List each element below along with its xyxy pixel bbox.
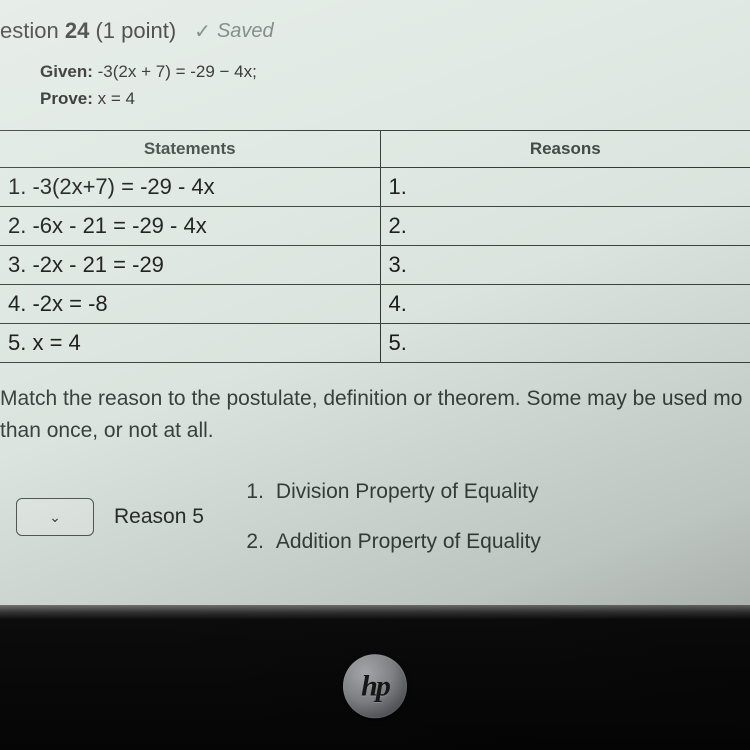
proof-table: Statements Reasons 1. -3(2x+7) = -29 - 4… — [0, 130, 750, 363]
chevron-down-icon: ⌄ — [49, 509, 61, 526]
reason-cell: 1. — [380, 168, 750, 207]
bezel-rim — [0, 605, 750, 619]
matching-area: ⌄ Reason 5 1. Division Property of Equal… — [0, 446, 750, 580]
option-number: 2. — [244, 530, 264, 554]
table-row: 2. -6x - 21 = -29 - 4x 2. — [0, 207, 750, 246]
question-number: 24 — [65, 18, 89, 43]
saved-label: Saved — [217, 20, 274, 43]
prove-expression: x = 4 — [98, 89, 135, 108]
given-expression: -3(2x + 7) = -29 − 4x; — [98, 62, 257, 81]
saved-indicator: ✓ Saved — [194, 19, 273, 44]
question-title: estion 24 (1 point) — [0, 18, 176, 44]
answer-options: 1. Division Property of Equality 2. Addi… — [244, 480, 742, 580]
statement-cell: 4. -2x = -8 — [0, 285, 380, 324]
reason-cell: 4. — [380, 285, 750, 324]
hp-logo-text: hp — [361, 669, 389, 703]
statement-cell: 1. -3(2x+7) = -29 - 4x — [0, 168, 380, 207]
table-row: 5. x = 4 5. — [0, 324, 750, 363]
table-row: 3. -2x - 21 = -29 3. — [0, 246, 750, 285]
reason-cell: 3. — [380, 246, 750, 285]
quiz-content: estion 24 (1 point) ✓ Saved Given: -3(2x… — [0, 0, 750, 580]
given-label: Given: — [40, 62, 93, 81]
hp-logo: hp — [343, 654, 407, 718]
given-line: Given: -3(2x + 7) = -29 − 4x; — [40, 58, 750, 85]
prove-line: Prove: x = 4 — [40, 85, 750, 112]
reason-dropdown-wrap: ⌄ Reason 5 — [16, 498, 204, 536]
option-text: Division Property of Equality — [276, 480, 539, 504]
instructions-text: Match the reason to the postulate, defin… — [0, 363, 750, 446]
given-prove-block: Given: -3(2x + 7) = -29 − 4x; Prove: x =… — [0, 58, 750, 112]
option-row: 1. Division Property of Equality — [244, 480, 742, 504]
reason-label: Reason 5 — [114, 505, 204, 529]
option-text: Addition Property of Equality — [276, 530, 541, 554]
statement-cell: 5. x = 4 — [0, 324, 380, 363]
question-header: estion 24 (1 point) ✓ Saved — [0, 18, 750, 44]
option-row: 2. Addition Property of Equality — [244, 530, 742, 554]
reason-dropdown[interactable]: ⌄ — [16, 498, 94, 536]
check-icon: ✓ — [194, 19, 211, 44]
question-points: (1 point) — [95, 18, 176, 43]
question-word: estion — [0, 18, 59, 43]
statement-cell: 3. -2x - 21 = -29 — [0, 246, 380, 285]
table-header-row: Statements Reasons — [0, 131, 750, 168]
reason-cell: 5. — [380, 324, 750, 363]
reason-cell: 2. — [380, 207, 750, 246]
table-row: 1. -3(2x+7) = -29 - 4x 1. — [0, 168, 750, 207]
table-row: 4. -2x = -8 4. — [0, 285, 750, 324]
option-number: 1. — [244, 480, 264, 504]
statements-header: Statements — [0, 131, 380, 168]
statement-cell: 2. -6x - 21 = -29 - 4x — [0, 207, 380, 246]
prove-label: Prove: — [40, 89, 93, 108]
laptop-bezel: hp — [0, 616, 750, 750]
reasons-header: Reasons — [380, 131, 750, 168]
